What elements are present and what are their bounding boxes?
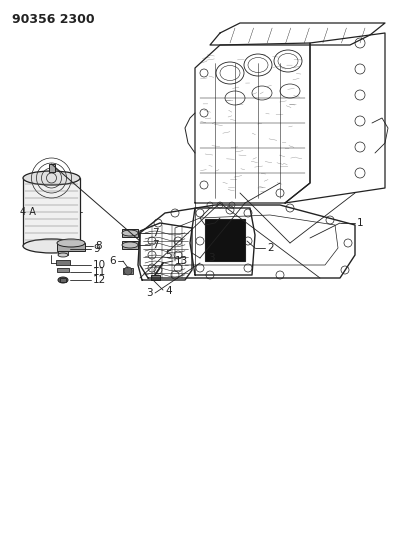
Text: 5: 5 (165, 250, 172, 260)
Text: 12: 12 (93, 275, 106, 285)
Ellipse shape (23, 171, 80, 185)
Bar (48, 164, 54, 172)
Text: 11: 11 (93, 267, 106, 277)
Ellipse shape (122, 242, 138, 248)
Text: 3: 3 (208, 253, 215, 263)
Bar (123, 268, 133, 274)
Text: 6: 6 (109, 256, 116, 266)
Bar (23, 178, 80, 246)
Text: 3: 3 (146, 288, 153, 298)
Bar (57, 268, 69, 272)
Bar (205, 219, 245, 261)
Text: 4 A: 4 A (20, 207, 36, 217)
Text: 7: 7 (152, 228, 159, 238)
Text: 4: 4 (165, 286, 172, 296)
Text: 9: 9 (93, 244, 100, 254)
Text: 10: 10 (93, 260, 106, 270)
Bar (57, 243, 85, 251)
Bar (122, 229, 138, 237)
Bar (56, 260, 70, 265)
Bar (122, 241, 138, 249)
Text: 1: 1 (357, 218, 364, 228)
Text: 7: 7 (152, 240, 159, 250)
Bar (151, 275, 160, 280)
Ellipse shape (58, 241, 68, 245)
Ellipse shape (58, 277, 68, 283)
Ellipse shape (122, 230, 138, 236)
Bar (60, 278, 66, 282)
Ellipse shape (57, 239, 85, 247)
Text: 90356 2300: 90356 2300 (12, 13, 95, 26)
Ellipse shape (58, 253, 68, 257)
Ellipse shape (23, 239, 80, 253)
Bar (58, 243, 68, 255)
Text: 13: 13 (175, 256, 188, 266)
Circle shape (124, 267, 132, 275)
Text: 2: 2 (267, 243, 274, 253)
Text: 8: 8 (95, 241, 102, 251)
